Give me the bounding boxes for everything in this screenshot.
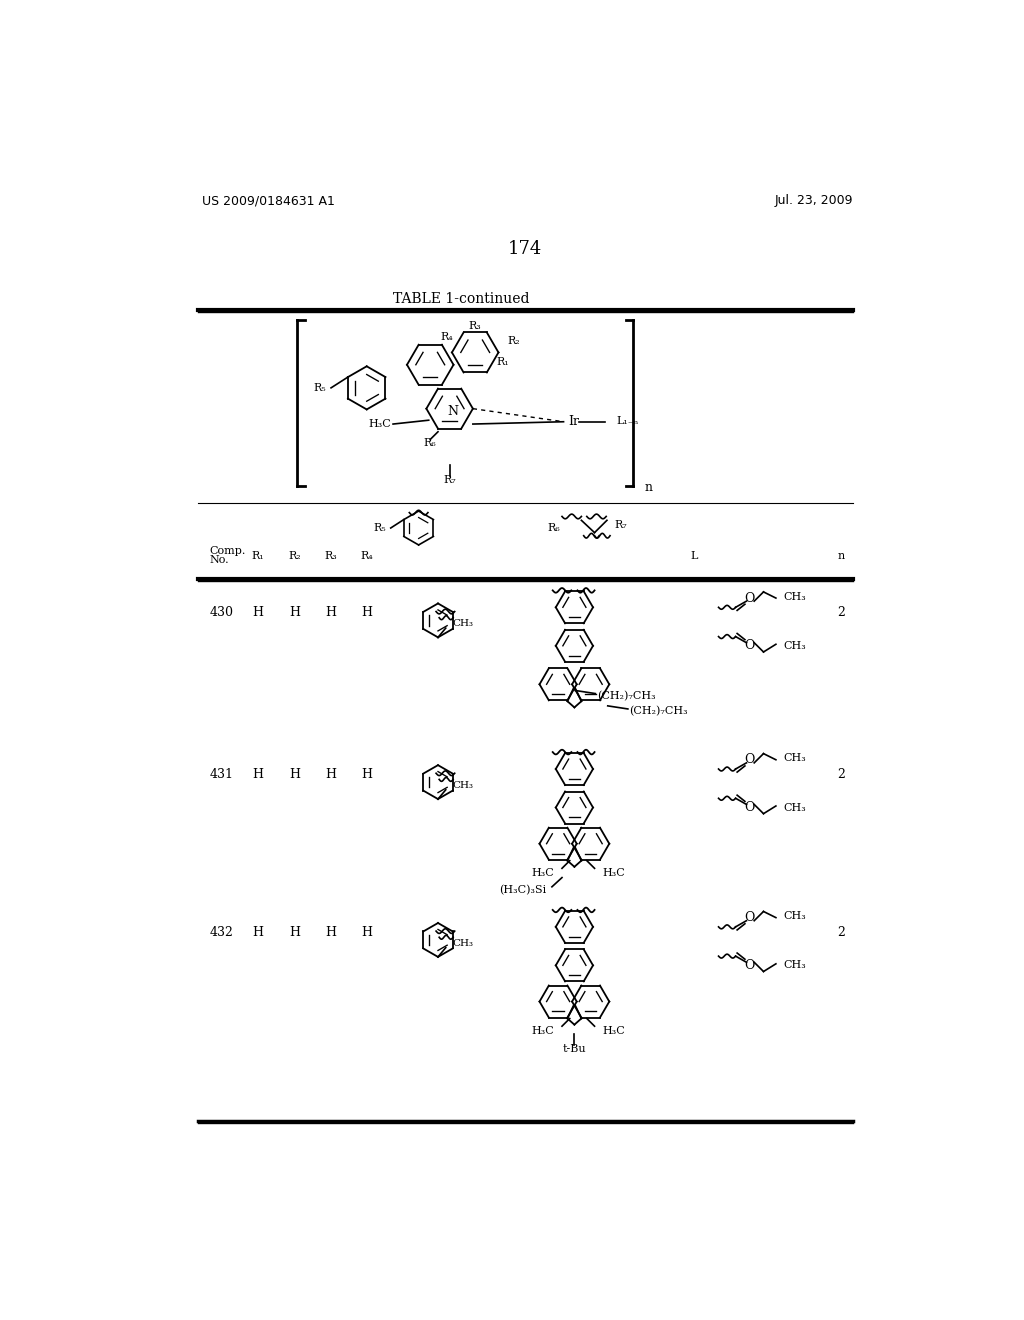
Text: R₁: R₁ bbox=[252, 552, 264, 561]
Text: O: O bbox=[744, 958, 755, 972]
Text: H: H bbox=[253, 925, 264, 939]
Text: R₅: R₅ bbox=[374, 523, 386, 533]
Text: H: H bbox=[289, 925, 300, 939]
Text: H₃C: H₃C bbox=[602, 1026, 625, 1036]
Text: H: H bbox=[361, 606, 372, 619]
Text: H: H bbox=[253, 768, 264, 781]
Text: Ir: Ir bbox=[568, 416, 580, 428]
Text: R₇: R₇ bbox=[443, 475, 456, 486]
Text: R₄: R₄ bbox=[360, 552, 373, 561]
Text: 432: 432 bbox=[209, 925, 233, 939]
Text: R₃: R₃ bbox=[469, 321, 481, 331]
Text: R₇: R₇ bbox=[614, 520, 628, 529]
Text: 2: 2 bbox=[837, 768, 845, 781]
Text: TABLE 1-continued: TABLE 1-continued bbox=[393, 292, 529, 306]
Text: H: H bbox=[361, 768, 372, 781]
Text: H: H bbox=[289, 606, 300, 619]
Text: N: N bbox=[447, 405, 458, 418]
Text: O: O bbox=[744, 801, 755, 814]
Text: No.: No. bbox=[209, 556, 229, 565]
Text: R₂: R₂ bbox=[508, 335, 520, 346]
Text: 431: 431 bbox=[209, 768, 233, 781]
Text: H₃C: H₃C bbox=[602, 869, 625, 878]
Text: 174: 174 bbox=[508, 240, 542, 259]
Text: Jul. 23, 2009: Jul. 23, 2009 bbox=[774, 194, 853, 207]
Text: L₁₋ₙ: L₁₋ₙ bbox=[616, 416, 639, 426]
Text: O: O bbox=[744, 754, 755, 767]
Text: CH₃: CH₃ bbox=[783, 803, 807, 813]
Text: R₅: R₅ bbox=[313, 383, 327, 393]
Text: CH₃: CH₃ bbox=[783, 911, 807, 921]
Text: H: H bbox=[326, 606, 337, 619]
Text: L: L bbox=[690, 552, 697, 561]
Text: CH₃: CH₃ bbox=[452, 939, 473, 948]
Text: (CH₂)₇CH₃: (CH₂)₇CH₃ bbox=[597, 690, 655, 701]
Text: R₄: R₄ bbox=[440, 333, 454, 342]
Text: H₃C: H₃C bbox=[369, 418, 391, 429]
Text: 2: 2 bbox=[837, 606, 845, 619]
Text: t-Bu: t-Bu bbox=[562, 1044, 586, 1055]
Text: H: H bbox=[253, 606, 264, 619]
Text: O: O bbox=[744, 639, 755, 652]
Text: n: n bbox=[644, 480, 652, 494]
Text: CH₃: CH₃ bbox=[783, 961, 807, 970]
Text: Comp.: Comp. bbox=[209, 546, 246, 556]
Text: H: H bbox=[361, 925, 372, 939]
Text: O: O bbox=[744, 591, 755, 605]
Text: CH₃: CH₃ bbox=[783, 591, 807, 602]
Text: CH₃: CH₃ bbox=[783, 754, 807, 763]
Text: R₁: R₁ bbox=[497, 358, 510, 367]
Text: R₂: R₂ bbox=[289, 552, 301, 561]
Text: H: H bbox=[289, 768, 300, 781]
Text: (CH₂)₇CH₃: (CH₂)₇CH₃ bbox=[630, 706, 688, 717]
Text: H₃C: H₃C bbox=[531, 869, 554, 878]
Text: H: H bbox=[326, 768, 337, 781]
Text: CH₃: CH₃ bbox=[452, 619, 473, 628]
Text: CH₃: CH₃ bbox=[452, 780, 473, 789]
Text: R₃: R₃ bbox=[325, 552, 338, 561]
Text: H: H bbox=[326, 925, 337, 939]
Text: R₆: R₆ bbox=[548, 523, 560, 533]
Text: CH₃: CH₃ bbox=[783, 640, 807, 651]
Text: 2: 2 bbox=[837, 925, 845, 939]
Text: 430: 430 bbox=[209, 606, 233, 619]
Text: (H₃C)₃Si: (H₃C)₃Si bbox=[500, 884, 547, 895]
Text: R₆: R₆ bbox=[424, 438, 436, 449]
Text: n: n bbox=[838, 552, 845, 561]
Text: US 2009/0184631 A1: US 2009/0184631 A1 bbox=[202, 194, 335, 207]
Text: H₃C: H₃C bbox=[531, 1026, 554, 1036]
Text: O: O bbox=[744, 911, 755, 924]
